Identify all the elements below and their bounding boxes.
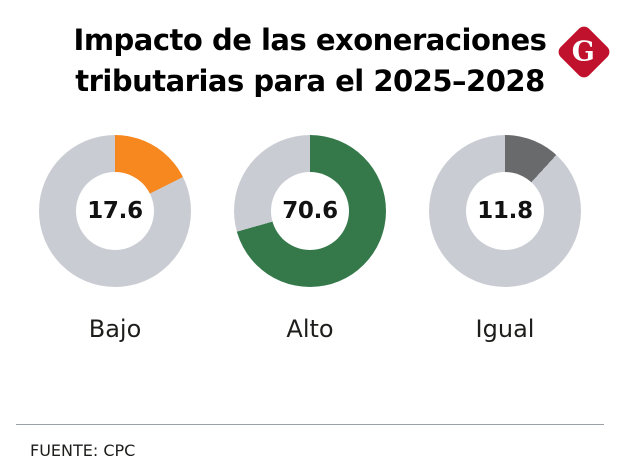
donut-ring-bajo: 17.6 <box>39 135 191 288</box>
footer: FUENTE: CPC <box>0 424 620 460</box>
donut-hole-igual: 11.8 <box>466 172 544 251</box>
donut-hole-bajo: 17.6 <box>76 172 154 251</box>
page-title: Impacto de las exoneraciones tributarias… <box>48 20 572 101</box>
gestion-logo-letter: G <box>572 36 596 68</box>
footer-divider <box>16 424 604 425</box>
infographic-page: G Impacto de las exoneraciones tributari… <box>0 20 620 476</box>
source-text: FUENTE: CPC <box>30 441 136 460</box>
page-title-line2: tributarias para el 2025–2028 <box>75 63 545 98</box>
donut-chart-alto: 70.6 Alto <box>231 135 389 343</box>
category-label-igual: Igual <box>475 315 535 344</box>
donut-value-bajo: 17.6 <box>87 198 143 225</box>
category-label-alto: Alto <box>286 315 334 344</box>
donut-ring-igual: 11.8 <box>429 135 581 288</box>
donut-hole-alto: 70.6 <box>271 172 349 251</box>
donut-chart-bajo: 17.6 Bajo <box>36 135 194 343</box>
category-label-bajo: Bajo <box>88 315 142 344</box>
page-title-line1: Impacto de las exoneraciones <box>73 23 547 57</box>
donut-value-igual: 11.8 <box>477 198 533 225</box>
donut-ring-alto: 70.6 <box>234 135 386 288</box>
donut-chart-igual: 11.8 Igual <box>426 135 584 343</box>
donut-value-alto: 70.6 <box>282 198 338 225</box>
donut-charts-row: 17.6 Bajo 70.6 Alto 11.8 Igual <box>0 135 620 343</box>
